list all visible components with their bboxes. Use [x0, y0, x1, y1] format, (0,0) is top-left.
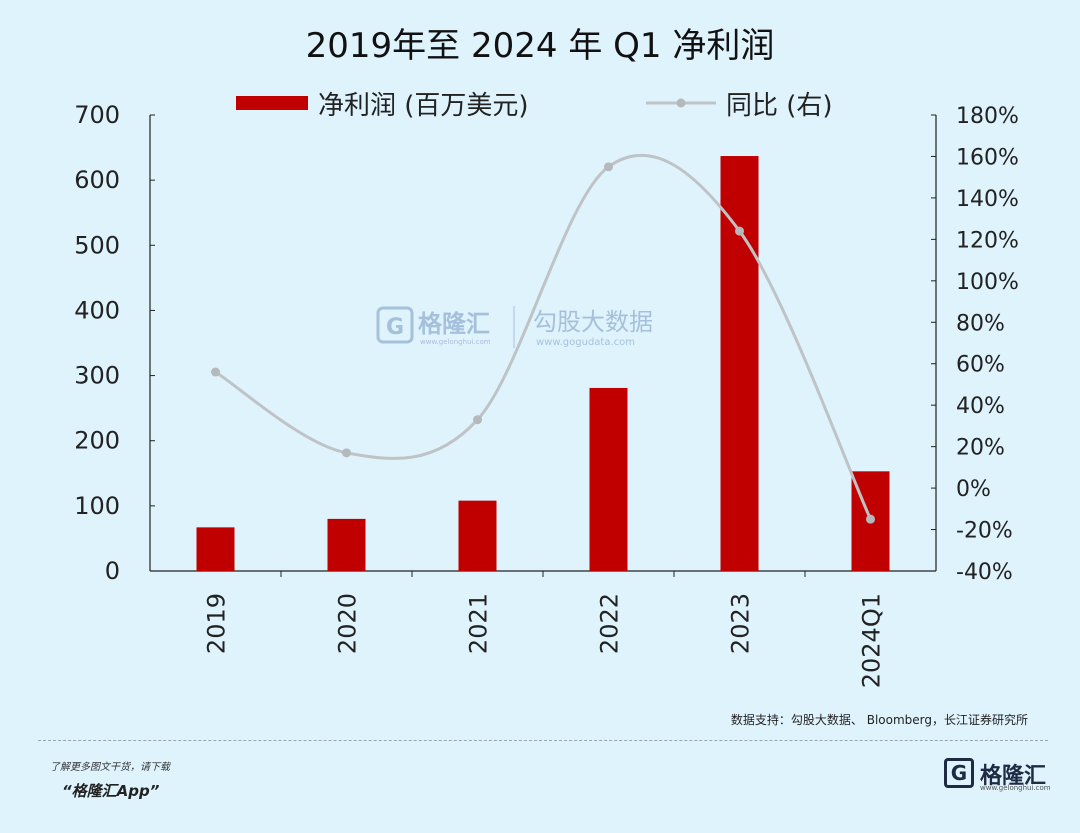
bar	[327, 518, 366, 571]
right-tick-label: -20%	[956, 519, 1013, 544]
yoy-point	[211, 367, 220, 377]
bar-series	[196, 156, 890, 572]
right-tick-label: 140%	[956, 187, 1019, 212]
bar	[720, 156, 759, 572]
x-tick-label: 2021	[465, 593, 493, 654]
footer-divider	[38, 740, 1048, 741]
watermark-logo-icon	[376, 306, 414, 344]
watermark-data-url: www.gogudata.com	[536, 337, 635, 348]
x-tick-label: 2024Q1	[858, 593, 886, 688]
bar	[589, 387, 628, 571]
x-tick-label: 2020	[334, 593, 362, 654]
left-tick-label: 0	[105, 557, 120, 585]
right-tick-label: 60%	[956, 353, 1005, 378]
yoy-point	[473, 415, 482, 425]
left-tick-label: 600	[74, 166, 120, 194]
promo-app-name: “格隆汇App”	[62, 782, 160, 800]
watermark-data-brand: 勾股大数据	[533, 308, 653, 336]
right-tick-label: -40%	[956, 560, 1013, 585]
legend-line-label: 同比 (右)	[726, 91, 833, 121]
left-tick-label: 300	[74, 362, 120, 390]
axes: 0 100 200 300 400 500 600 700 -40% -20% 0% 20% 40% 60…	[74, 101, 1019, 688]
source-note: 数据支持：勾股大数据、 Bloomberg，长江证券研究所	[730, 713, 1028, 727]
watermark: G 格隆汇 www.gelonghui.com 勾股大数据 www.goguda…	[376, 306, 653, 348]
left-tick-label: 400	[74, 296, 120, 324]
yoy-point	[735, 226, 744, 236]
footer-brand-url: www.gelonghui.com	[980, 784, 1051, 792]
right-tick-label: 120%	[956, 228, 1019, 253]
x-tick-label: 2022	[596, 593, 624, 654]
right-tick-label: 160%	[956, 145, 1019, 170]
right-tick-label: 40%	[956, 394, 1005, 419]
logo-icon: G	[944, 758, 974, 788]
line-series	[211, 154, 875, 524]
legend-bar-swatch	[236, 96, 308, 110]
yoy-point	[604, 162, 613, 172]
left-tick-label: 700	[74, 101, 120, 129]
left-tick-label: 100	[74, 492, 120, 520]
legend-bar-label: 净利润 (百万美元)	[318, 91, 529, 121]
bar	[458, 500, 497, 571]
yoy-point	[342, 448, 351, 458]
legend: 净利润 (百万美元) 同比 (右)	[236, 91, 833, 121]
right-tick-label: 180%	[956, 104, 1019, 129]
x-tick-label: 2023	[727, 593, 755, 654]
bar	[196, 527, 235, 571]
yoy-point	[866, 514, 875, 524]
right-tick-label: 80%	[956, 311, 1005, 336]
x-tick-label: 2019	[203, 593, 231, 654]
right-tick-label: 100%	[956, 270, 1019, 295]
right-tick-label: 0%	[956, 477, 991, 502]
footer-brand-name: 格隆汇	[980, 764, 1047, 789]
watermark-brand-url: www.gelonghui.com	[420, 338, 491, 346]
left-tick-label: 500	[74, 231, 120, 259]
watermark-brand: 格隆汇	[418, 310, 490, 338]
footer-logo[interactable]: G 格隆汇 www.gelonghui.com	[944, 758, 1051, 794]
promo-text: 了解更多图文干货，请下载	[50, 762, 170, 773]
watermark-logo-letter: G	[386, 315, 404, 340]
left-tick-label: 200	[74, 427, 120, 455]
legend-line-marker	[676, 98, 686, 108]
chart-title: 2019年至 2024 年 Q1 净利润	[305, 26, 775, 66]
right-tick-label: 20%	[956, 436, 1005, 461]
